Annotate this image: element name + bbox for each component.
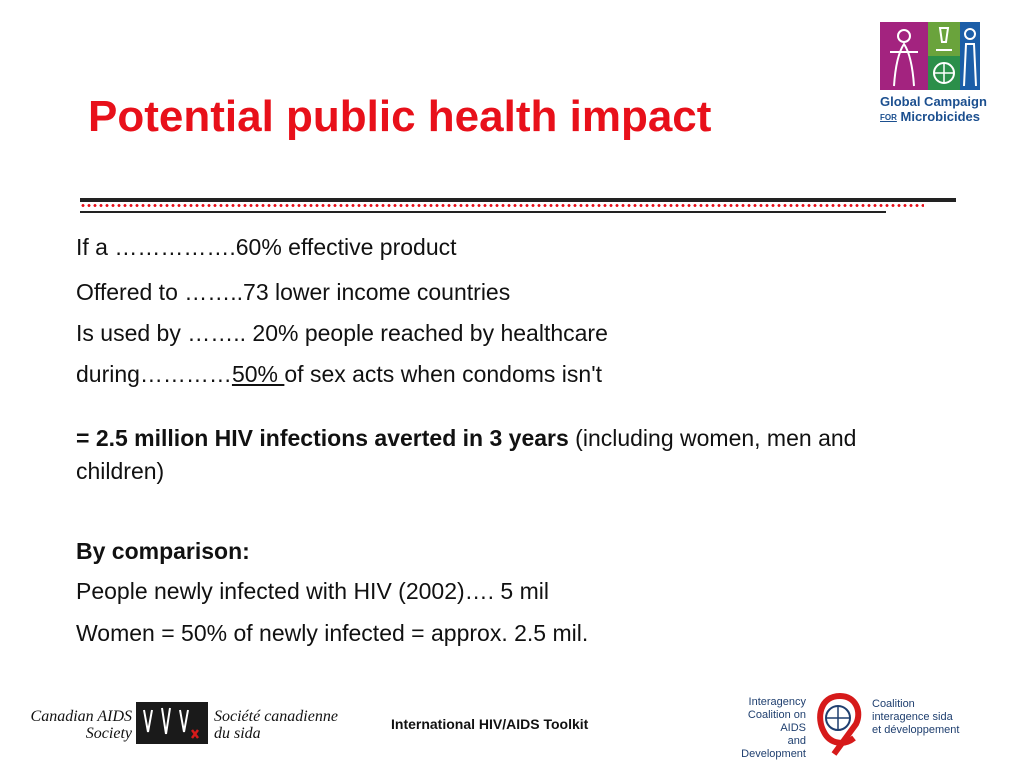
footer-text: International HIV/AIDS Toolkit [391,716,589,732]
gcm-logo-mark [880,22,980,90]
result-rest: (including women, men and children) [76,425,857,484]
gcm-line2-text: Microbicides [900,109,980,124]
icad-en-line2: Coalition on AIDS [747,709,806,734]
gcm-for: FOR [880,113,897,123]
comparison-line-1: People newly infected with HIV (2002)…. … [76,578,549,604]
result-bold: = 2.5 million HIV infections averted in … [76,425,569,451]
bullet-line-3: Is used by …….. 20% people reached by he… [76,320,608,346]
icad-logo-english: Interagency Coalition on AIDS and Develo… [720,696,806,761]
people-figures-icon [143,707,199,739]
gcm-line1: Global Campaign [880,94,987,109]
icad-logo-mark [810,688,870,760]
bullet-line-2: Offered to ……..73 lower income countries [76,279,511,305]
cas-logo-english: Canadian AIDS Society [24,708,132,742]
globe-icon [928,56,960,90]
cas-logo-mark [136,702,208,744]
icad-fr-line2: interagence sida [872,711,953,723]
line4-prefix: during………… [76,361,232,387]
microscope-icon [928,22,960,56]
gcm-line2: FOR Microbicides [880,109,980,125]
globe-ribbon-icon [817,693,862,756]
line4-underlined: 50% [231,361,285,387]
icad-en-line3: and Development [741,735,806,760]
line4-suffix: of sex acts when condoms isn't [284,361,602,387]
title-rule-thin [80,211,886,213]
icad-en-line1: Interagency [748,696,806,708]
bullet-line-1: If a …………….60% effective product [76,234,457,260]
comparison-heading: By comparison: [76,538,250,564]
slide-title: Potential public health impact [88,92,712,141]
man-figure-icon [960,22,980,90]
cas-en-line1: Canadian AIDS [30,708,132,725]
woman-figure-icon [880,22,928,90]
icad-fr-line1: Coalition [872,698,915,710]
title-rule-solid [80,198,956,202]
cas-fr-line1: Société canadienne [214,708,338,725]
result-statement: = 2.5 million HIV infections averted in … [76,422,936,488]
cas-fr-line2: du sida [214,725,261,742]
comparison-line-2: Women = 50% of newly infected = approx. … [76,620,589,646]
gcm-logo: Global Campaign FOR Microbicides [880,22,987,125]
cas-en-line2: Society [85,725,132,742]
gcm-logo-text: Global Campaign FOR Microbicides [880,94,987,125]
title-rule-dotted [80,203,924,208]
cas-logo-french: Société canadienne du sida [214,708,338,742]
bullet-line-4: during…………50% of sex acts when condoms i… [76,361,602,388]
icad-fr-line3: et développement [872,724,960,736]
icad-logo-french: Coalition interagence sida et développem… [872,698,959,737]
